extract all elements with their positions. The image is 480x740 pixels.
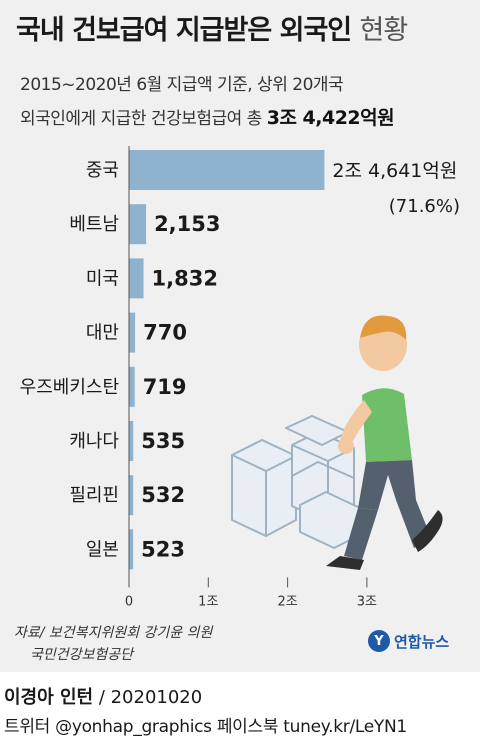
yonhap-logo: Y 연합뉴스 (368, 630, 449, 652)
value-label-1: 2,153 (154, 212, 220, 236)
annotation-0: (71.6%) (389, 196, 460, 217)
value-label-6: 532 (141, 483, 185, 507)
category-label-1: 베트남 (69, 214, 119, 235)
tick-label-1: 1조 (198, 594, 218, 609)
value-label-0: 2조 4,641억원 (332, 160, 457, 182)
value-label-5: 535 (141, 429, 185, 453)
category-label-6: 필리핀 (69, 485, 119, 506)
bar-0 (129, 150, 325, 190)
author-name: 이경아 인턴 (4, 687, 94, 708)
value-labels: 2조 4,641억원 2,153 1,832 770 719 535 532 523 (71.6… (141, 160, 460, 561)
tick-label-2: 2조 (277, 594, 297, 609)
tick-label-3: 3조 (357, 594, 377, 609)
value-label-4: 719 (143, 375, 187, 399)
bar-3 (129, 312, 136, 353)
bar-1 (129, 204, 147, 245)
tick-label-0: 0 (125, 594, 133, 609)
chart-title: 국내 건보급여 지급받은 외국인 현황 (16, 15, 409, 46)
value-label-2: 1,832 (152, 266, 218, 290)
x-axis: 0 1조 2조 3조 (125, 146, 377, 609)
value-label-3: 770 (143, 321, 187, 345)
bar-5 (129, 421, 134, 461)
yonhap-logo-text: 연합뉴스 (394, 632, 450, 651)
person-carrying-boxes-illustration (231, 315, 443, 570)
credit-line: 이경아 인턴 / 20201020 (4, 683, 202, 709)
source-line-2: 국민건강보험공단 (30, 647, 134, 663)
yonhap-logo-icon: Y (368, 630, 390, 652)
subtitle-line-1: 2015~2020년 6월 지급액 기준, 상위 20개국 (20, 75, 344, 95)
bars-group (129, 150, 325, 570)
box-cross-icon (231, 439, 297, 537)
bar-6 (129, 475, 134, 516)
social-links: 트위터 @yonhap_graphics 페이스북 tuney.kr/LeYN1 (4, 717, 407, 737)
category-label-7: 일본 (86, 539, 119, 560)
subtitle-line-2: 외국인에게 지급한 건강보험급여 총 3조 4,422억원 (20, 107, 395, 129)
category-label-3: 대만 (86, 323, 119, 344)
credit-date: / 20201020 (98, 687, 203, 708)
category-label-2: 미국 (86, 268, 119, 289)
total-amount: 3조 4,422억원 (266, 107, 395, 129)
chart-title-suffix: 현황 (359, 15, 409, 46)
category-label-5: 캐나다 (69, 431, 119, 452)
value-label-7: 523 (141, 537, 185, 561)
infographic-card: 국내 건보급여 지급받은 외국인 현황 2015~2020년 6월 지급액 기준… (0, 0, 480, 672)
category-label-4: 우즈베키스탄 (20, 377, 119, 398)
source-note: 자료/ 보건복지위원회 강기윤 의원 국민건강보험공단 (14, 622, 212, 666)
source-line-1: 자료/ 보건복지위원회 강기윤 의원 (14, 625, 213, 641)
category-label-0: 중국 (86, 160, 119, 181)
bar-4 (129, 366, 135, 407)
bar-2 (129, 258, 144, 299)
bar-7 (129, 529, 134, 570)
